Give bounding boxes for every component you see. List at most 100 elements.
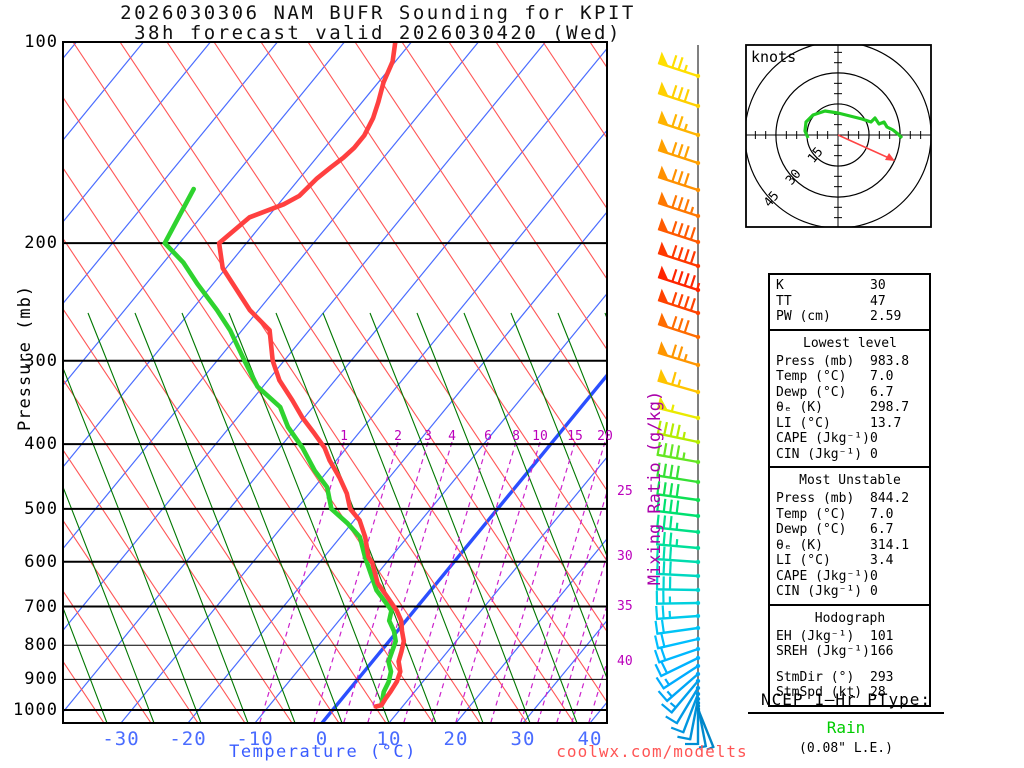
wind-barb bbox=[656, 481, 701, 503]
wind-barb bbox=[654, 655, 701, 678]
dry-adiabat-line bbox=[63, 519, 199, 723]
wind-barb bbox=[655, 560, 701, 579]
hodograph-units-label: knots bbox=[751, 48, 797, 66]
stats-row-label: Press (mb) bbox=[776, 353, 855, 369]
dry-adiabat-line bbox=[213, 42, 607, 633]
wind-barb bbox=[655, 605, 701, 621]
wind-barb bbox=[657, 217, 701, 245]
stats-row: Press (mb) 844.2 bbox=[776, 491, 924, 507]
dry-adiabat-line bbox=[63, 378, 293, 723]
mixing-ratio-line bbox=[490, 441, 576, 723]
stats-row-label: Dewp (°C) bbox=[776, 384, 847, 400]
skewt-background bbox=[63, 42, 1024, 723]
stats-row-value: 293 bbox=[870, 669, 894, 685]
pressure-tick-label: 1000 bbox=[13, 700, 58, 720]
stats-row: PW (cm) 2.59 bbox=[776, 309, 924, 325]
wind-barb bbox=[655, 590, 701, 606]
temperature-tick-label: 20 bbox=[443, 728, 469, 750]
stats-panel: K 30 TT 47 PW (cm) 2.59 Lowest level Press (mb)… bbox=[768, 273, 931, 707]
pressure-tick-label: 300 bbox=[24, 351, 58, 371]
chart-title-line1: 2026030306 NAM BUFR Sounding for KPIT bbox=[120, 2, 636, 24]
dry-adiabat-line bbox=[72, 42, 528, 723]
moist-adiabat-line bbox=[134, 312, 296, 723]
isotherm-line bbox=[455, 537, 607, 723]
isotherm-line bbox=[63, 42, 345, 387]
plot-border bbox=[62, 41, 608, 724]
hodograph bbox=[745, 44, 932, 228]
mixing-ratio-label: 10 bbox=[532, 429, 548, 444]
stats-row-value: 298.7 bbox=[870, 400, 910, 415]
stats-row-label: SREH (Jkg⁻¹) bbox=[776, 644, 870, 659]
wind-barb bbox=[657, 265, 701, 293]
stats-row: StmSpd (kt) 28 bbox=[776, 685, 924, 701]
wind-barb bbox=[656, 531, 701, 551]
wind-barb bbox=[657, 241, 701, 269]
wind-barb bbox=[657, 671, 701, 703]
stats-row: θₑ (K) 298.7 bbox=[776, 400, 924, 416]
dry-adiabat-line bbox=[63, 590, 152, 723]
stats-row: K 30 bbox=[776, 278, 924, 294]
isotherm-line bbox=[63, 42, 211, 223]
stats-row-value: 30 bbox=[870, 278, 886, 293]
stats-row-label: LI (°C) bbox=[776, 553, 831, 568]
dry-adiabat-line bbox=[63, 167, 434, 723]
dry-adiabat-line bbox=[919, 42, 1024, 723]
ptype-note: (0.08" L.E.) bbox=[799, 741, 893, 756]
moist-adiabat-line bbox=[463, 312, 607, 680]
wind-barb bbox=[656, 514, 701, 535]
stats-row: SREH (Jkg⁻¹) 166 bbox=[776, 644, 924, 660]
stats-row: CIN (Jkg⁻¹) 0 bbox=[776, 584, 924, 600]
moist-adiabat-line bbox=[181, 312, 343, 723]
stats-row: Dewp (°C) 6.7 bbox=[776, 385, 924, 401]
isotherm-line bbox=[187, 211, 607, 723]
stats-row-value: 0 bbox=[870, 431, 878, 446]
stats-section: K 30 TT 47 PW (cm) 2.59 bbox=[770, 275, 929, 329]
moist-adiabat-line bbox=[63, 485, 155, 723]
mixing-ratio-label: 15 bbox=[567, 429, 583, 444]
stats-row-label: CIN (Jkg⁻¹) bbox=[776, 584, 863, 599]
stats-row: LI (°C) 13.7 bbox=[776, 416, 924, 432]
mixing-ratio-line bbox=[313, 441, 399, 723]
mixing-ratio-label: 6 bbox=[484, 429, 492, 444]
wind-barb bbox=[656, 462, 701, 485]
stats-row: CAPE (Jkg⁻¹) 0 bbox=[776, 431, 924, 447]
stats-row-label: Dewp (°C) bbox=[776, 522, 847, 537]
wind-barb bbox=[653, 646, 701, 664]
stats-row-label: EH (Jkg⁻¹) bbox=[776, 628, 855, 644]
stats-section-header: Hodograph bbox=[814, 610, 886, 626]
stats-row-label: θₑ (K) bbox=[776, 537, 823, 553]
stats-row-value: 47 bbox=[870, 293, 886, 309]
temperature-tick-label: -30 bbox=[102, 728, 140, 750]
stats-row-label: K bbox=[776, 278, 784, 293]
moist-adiabat-line bbox=[87, 312, 249, 723]
wind-barb-column bbox=[653, 45, 715, 751]
temperature-tick-label: 10 bbox=[376, 728, 402, 750]
stats-row-value: 6.7 bbox=[870, 522, 894, 537]
wind-barb bbox=[657, 368, 701, 395]
stats-row: StmDir (°) 293 bbox=[776, 670, 924, 686]
dry-adiabat-line bbox=[119, 42, 575, 723]
mixing-ratio-label-right: 30 bbox=[617, 549, 633, 564]
wind-barb bbox=[654, 633, 701, 650]
temperature-tick-label: 30 bbox=[510, 728, 536, 750]
pressure-tick-label: 800 bbox=[24, 635, 58, 655]
stats-row-label: Temp (°C) bbox=[776, 369, 847, 384]
dry-adiabat-line bbox=[63, 308, 340, 723]
stats-row-label: Press (mb) bbox=[776, 491, 855, 506]
stats-row-value: 28 bbox=[870, 685, 886, 700]
stats-row: EH (Jkg⁻¹) 101 bbox=[776, 629, 924, 645]
wind-barb bbox=[657, 191, 701, 219]
wind-barb bbox=[695, 706, 715, 751]
moist-adiabat-line bbox=[369, 312, 531, 723]
ptype-value: Rain bbox=[826, 718, 866, 737]
mixing-ratio-label: 20 bbox=[597, 429, 613, 444]
stats-row-label: TT bbox=[776, 293, 792, 309]
stats-row-value: 7.0 bbox=[870, 506, 894, 522]
watermark-text: coolwx.com/modelts bbox=[556, 742, 748, 761]
wind-barb bbox=[656, 420, 701, 445]
stats-row-label: CAPE (Jkg⁻¹) bbox=[776, 568, 870, 584]
wind-barb bbox=[657, 81, 701, 109]
mixing-ratio-line bbox=[259, 441, 345, 723]
pressure-tick-label: 500 bbox=[24, 499, 58, 519]
stats-row-label: StmSpd (kt) bbox=[776, 685, 863, 700]
